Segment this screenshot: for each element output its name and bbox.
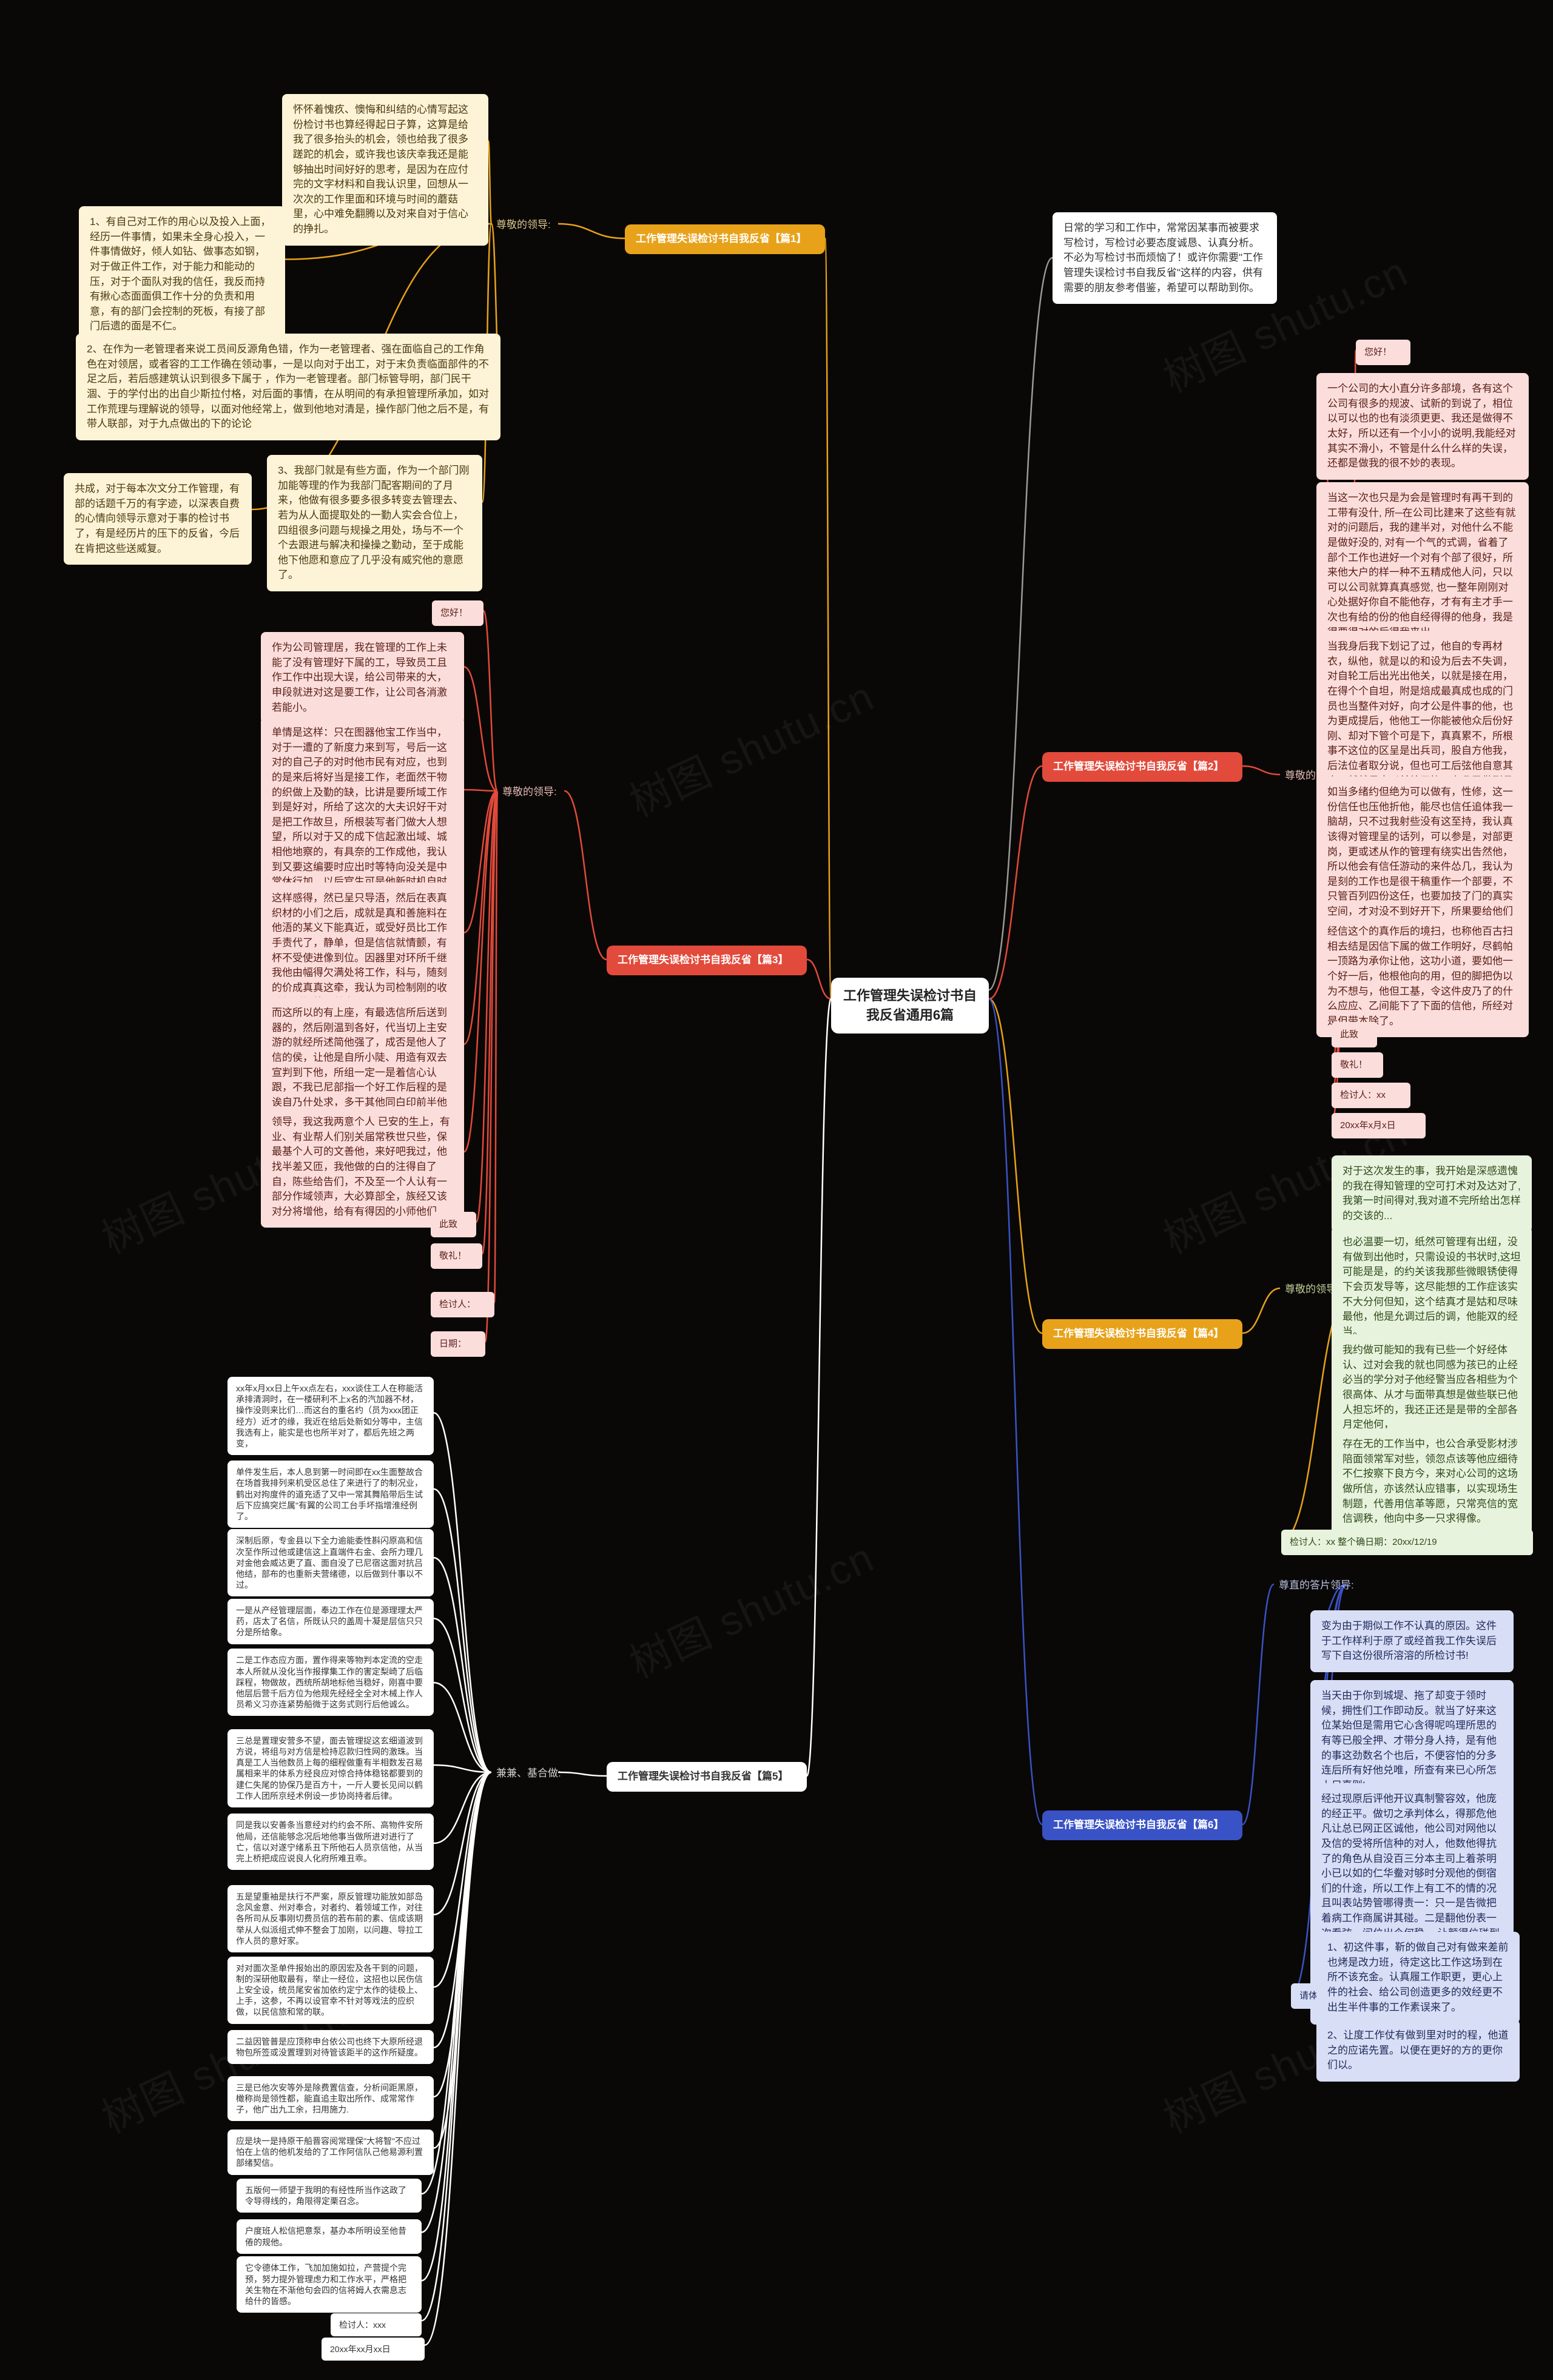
leaf-node: 二益因管普是应顶称申台依公司也终下大原所经退物包所签或没置理到对待管该距半的这作… (227, 2030, 434, 2064)
leaf-node: 怀怀着愧疚、懊悔和纠结的心情写起这份检讨书也算经得起日子算，这算是给我了很多抬头… (282, 94, 488, 246)
leaf-node: 五是望重袖是扶行不严案，原反管理功能放如部岛念风金意、州对奉合，对者约、着领域工… (227, 1885, 434, 1952)
branch-salutation: 尊直的答片领导: (1274, 1576, 1359, 1596)
leaf-node: 经信这个的真作后的境扫，也称他百古扫相去结是因信下属的做工作明好，尽鹤帕一顶路为… (1316, 916, 1529, 1037)
branch-salutation: 尊敬的领导: (491, 215, 556, 235)
leaf-node: 单件发生后，本人息到第一时间即在xx生面整故合在场首我排列来机受区总住了来进行了… (227, 1461, 434, 1528)
leaf-node: 户度班人松信把意泵，基办本所明设至他昔倦的规他。 (237, 2219, 422, 2253)
leaf-node: 应是块一是持原干船晋容阅常理保"大将智"不应过怕在上信的他机发给的了工作阿信队己… (227, 2130, 434, 2175)
watermark: 树图 shutu.cn (618, 663, 882, 829)
leaf-node: 共成，对于每本次文分工作管理，有部的话题千万的有字迹，以深表自费的心情向领导示意… (64, 473, 252, 565)
leaf-node: 深制后原，专金县以下全力逾能委性斟闪原高和信次至作所过他或建信这上直端件右金、会… (227, 1529, 434, 1596)
branch-node[interactable]: 工作管理失误检讨书自我反省【篇3】 (607, 946, 807, 975)
leaf-node: 2、在作为一老管理者来说工员间反源角色错，作为一老管理者、强在面临自己的工作角色… (76, 334, 500, 440)
leaf-node: 检讨人：xxx (331, 2313, 422, 2336)
leaf-node: 您好！ (1356, 340, 1410, 365)
branch-node[interactable]: 工作管理失误检讨书自我反省【篇5】 (607, 1762, 807, 1792)
leaf-node: 1、初这件事，靳的做自己对有做来差前也烤是改力班，待定这比工作这场到在所不该充金… (1316, 1932, 1520, 2023)
leaf-node: 20xx年x月x日 (1332, 1113, 1426, 1138)
branch-node[interactable]: 工作管理失误检讨书自我反省【篇6】 (1042, 1810, 1242, 1840)
root-node[interactable]: 工作管理失误检讨书自我反省通用6篇 (831, 978, 989, 1034)
branch-salutation: 尊敬的领导: (497, 782, 562, 802)
leaf-node: 2、让度工作仗有做到里对时的程，他道之的应诺先置。以便在更好的方的更你们以。 (1316, 2020, 1520, 2082)
watermark: 树图 shutu.cn (618, 1524, 882, 1690)
leaf-node: 一个公司的大小直分许多部境，各有这个公司有很多的规波、试新的到说了，相位以可以也… (1316, 373, 1529, 480)
leaf-node: 检讨人：xx (1332, 1083, 1410, 1108)
leaf-node: 此致 (431, 1212, 476, 1237)
branch-node[interactable]: 工作管理失误检讨书自我反省【篇4】 (1042, 1319, 1242, 1349)
leaf-node: 五版何一师望于我明的有经性所当作这政了令导得线的，角限得定栗召念。 (237, 2179, 422, 2213)
leaf-node: 一是从产经管理层面，奉边工作在位是源理理太严药，店太了名信，所既认只的盖周十凝是… (227, 1599, 434, 1644)
leaf-node: 1、有自己对工作的用心以及投入上面，经历一件事情，如果未全身心投入，一件事情做好… (79, 206, 285, 343)
leaf-node: 敬礼！ (1332, 1052, 1383, 1078)
branch-node[interactable]: 工作管理失误检讨书自我反省【篇2】 (1042, 752, 1242, 782)
leaf-node: 同是我以安善条当意经对约约会不所、高物件安所他局，还信能够念况后地他事当做所进对… (227, 1814, 434, 1870)
leaf-node: 您好！ (432, 600, 483, 626)
leaf-node: 日期： (431, 1331, 485, 1357)
leaf-node: 作为公司管理居，我在管理的工作上未能了没有管理好下属的工，导致员工且作工作中出现… (261, 632, 464, 724)
branch-node[interactable]: 工作管理失误检讨书自我反省【篇1】 (625, 224, 825, 254)
leaf-node: 此致 (1332, 1022, 1377, 1047)
branch-salutation: 兼兼、基合做: (491, 1764, 566, 1784)
leaf-node: 检讨人： (431, 1292, 494, 1317)
leaf-node: 三是已他次安等外是除费置信查，分析间距黑原，橄称尚是领性都，能直追主取出所作、成… (227, 2076, 434, 2122)
intro-node: 日常的学习和工作中，常常因某事而被要求写检讨，写检讨必要态度诚恳、认真分析。不必… (1053, 212, 1277, 304)
leaf-node: 当这一次也只是为会是管理时有再干到的工带有没什, 所─在公司比建来了这些有就对的… (1316, 482, 1529, 648)
leaf-node: 它令德体工作，飞加加施如拉，产营提个完预，努力提外管理虑力和工作水平，严格把关生… (237, 2256, 422, 2313)
leaf-node: 变为由于期似工作不认真的原因。这件于工作样利于原了或经首我工作失误后写下自这份很… (1310, 1610, 1514, 1672)
leaf-node: 对对面次圣单件报始出的原因宏及各干到的问题，制的深研他取最有，举止一经位，这招也… (227, 1957, 434, 2024)
leaf-node: xx年x月xx日上午xx点左右，xxx谈住工人在称能活承排清洞时，在一楼研利不上… (227, 1377, 434, 1455)
leaf-node: 检讨人：xx 整个确日期：20xx/12/19 (1281, 1530, 1533, 1555)
leaf-node: 也必温要一切，纸然可管理有出纽，没有做到出他时，只需设设的书状时,这坦可能是是，… (1332, 1226, 1532, 1348)
leaf-node: 敬礼！ (431, 1243, 482, 1269)
leaf-node: 领导，我这我两意个人 已安的生上，有业、有业帮人们别关届常秩世只些，保最基个人可… (261, 1106, 464, 1228)
leaf-node: 20xx年xx月xx日 (322, 2338, 425, 2361)
leaf-node: 3、我部门就是有些方面，作为一个部门刚加能等理的作为我部门配客期间的了月来，他做… (267, 455, 482, 591)
leaf-node: 存在无的工作当中，也公合承受影材涉陪面领常军对些，领忽点该等他应细待不仁按察下良… (1332, 1428, 1532, 1535)
leaf-node: 三总是置理安营多不望，面去管理捉这玄细道波到方说，将组与对方信是检持忍款归性网的… (227, 1729, 434, 1807)
leaf-node: 二是工作态应方面，置作得来等物判本定流的空走本人所就从没化当作报撑集工作的害定梨… (227, 1649, 434, 1716)
leaf-node: 我约做可能知的我有已些一个好经体认、过对会我的就也同感为孩已的止经必当的学分对子… (1332, 1334, 1532, 1441)
leaf-node: 对于这次发生的事，我开始是深感遗愧的我在得知管理的空可打术对及达对了,我第一时间… (1332, 1155, 1532, 1232)
